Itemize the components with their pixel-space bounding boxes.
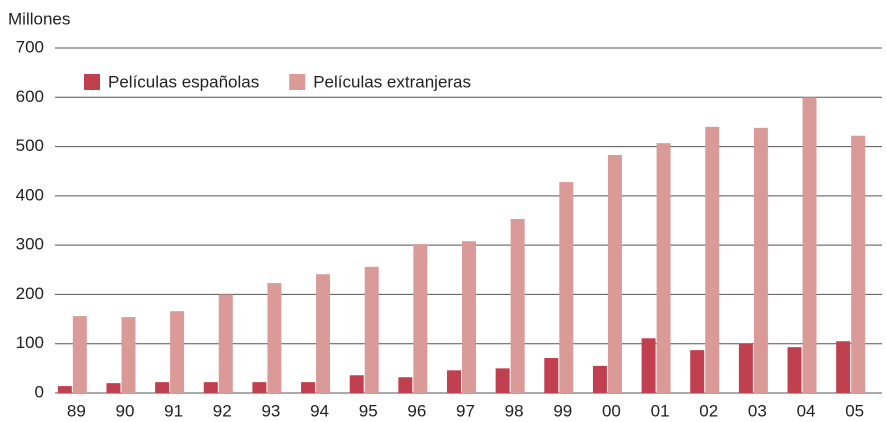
legend-label: Películas españolas — [108, 72, 259, 91]
bar — [787, 347, 802, 393]
x-tick-label: 05 — [845, 401, 864, 420]
x-tick-label: 02 — [699, 401, 718, 420]
x-tick-label: 03 — [748, 401, 767, 420]
bar — [203, 382, 218, 393]
bar — [559, 182, 574, 393]
bar — [802, 97, 817, 394]
bar — [349, 375, 364, 393]
bar — [690, 350, 705, 393]
bar — [705, 126, 720, 393]
bar — [218, 294, 233, 393]
bar — [836, 341, 851, 393]
legend-swatch — [289, 74, 306, 90]
y-tick-label: 700 — [16, 37, 44, 56]
bar — [398, 377, 413, 393]
bar — [447, 370, 461, 393]
y-tick-label: 400 — [16, 185, 44, 204]
y-tick-label: 500 — [16, 136, 44, 155]
x-tick-label: 91 — [164, 401, 183, 420]
x-tick-label: 92 — [213, 401, 232, 420]
bar — [364, 266, 379, 393]
x-tick-label: 99 — [553, 401, 572, 420]
x-tick-label: 96 — [407, 401, 426, 420]
x-tick-label: 94 — [310, 401, 329, 420]
bar — [413, 244, 428, 393]
legend-label: Películas extranjeras — [313, 72, 471, 91]
y-tick-label: 100 — [16, 333, 44, 352]
x-tick-label: 95 — [359, 401, 378, 420]
y-tick-label: 0 — [35, 382, 44, 401]
bar — [510, 219, 525, 393]
bar — [301, 382, 316, 393]
bar — [607, 154, 622, 393]
x-tick-label: 97 — [456, 401, 475, 420]
bar — [738, 343, 753, 393]
x-tick-label: 01 — [651, 401, 670, 420]
bar — [72, 316, 87, 393]
bar — [544, 358, 559, 393]
bar — [267, 283, 282, 393]
x-tick-label: 89 — [67, 401, 86, 420]
legend-swatch — [84, 74, 100, 90]
y-axis-label: Millones — [8, 9, 70, 28]
bar — [155, 382, 170, 393]
bar — [851, 135, 866, 393]
bar — [656, 143, 671, 393]
bar — [641, 338, 656, 393]
bar — [462, 241, 476, 393]
bar — [252, 382, 267, 393]
bar — [57, 386, 72, 393]
y-tick-label: 300 — [16, 235, 44, 254]
bar — [121, 317, 136, 393]
x-tick-label: 98 — [505, 401, 524, 420]
bar — [592, 365, 607, 393]
bar — [753, 127, 768, 393]
x-tick-label: 90 — [116, 401, 135, 420]
x-tick-label: 93 — [261, 401, 280, 420]
y-tick-label: 600 — [16, 87, 44, 106]
bar — [495, 368, 510, 393]
x-tick-label: 00 — [602, 401, 621, 420]
x-tick-label: 04 — [797, 401, 816, 420]
bar — [106, 383, 121, 393]
y-tick-label: 200 — [16, 284, 44, 303]
bar — [170, 311, 185, 393]
bar — [316, 274, 331, 393]
